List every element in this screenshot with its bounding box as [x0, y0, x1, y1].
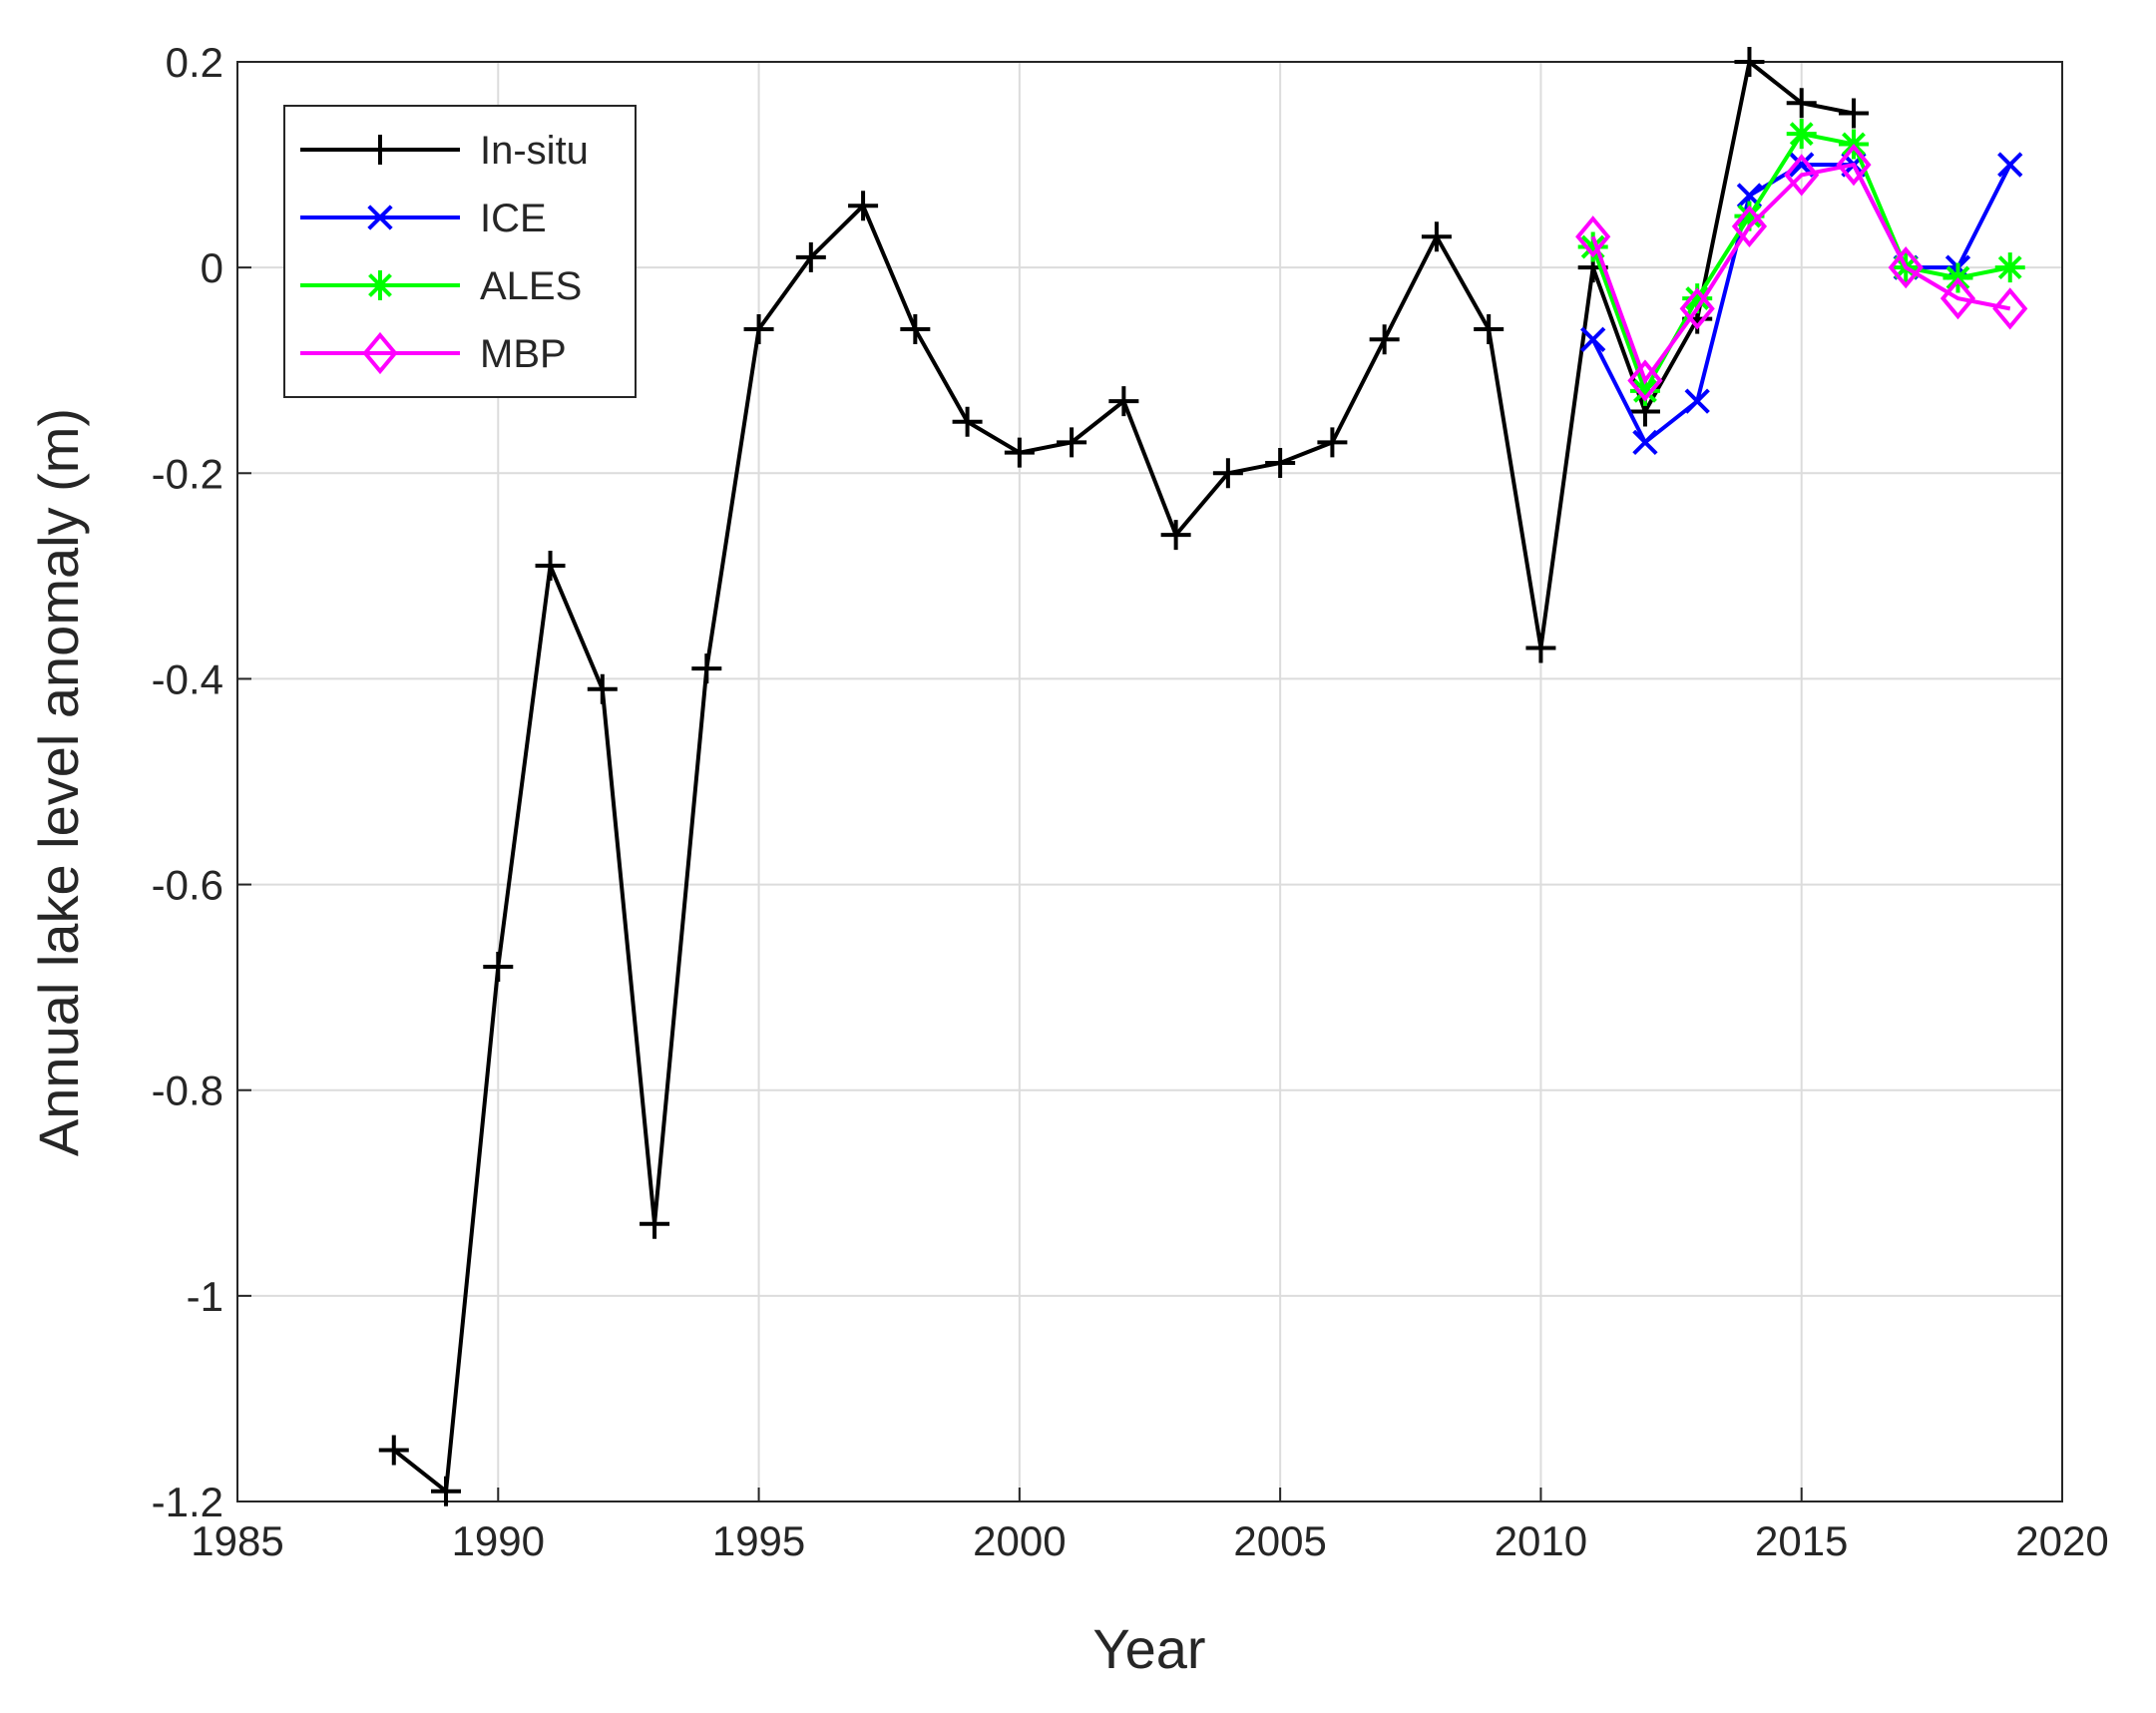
marker [640, 1208, 670, 1239]
marker [431, 1476, 462, 1506]
marker [1784, 154, 1820, 197]
marker [1838, 98, 1869, 129]
marker [1997, 152, 2023, 178]
marker [1994, 252, 2025, 283]
marker [1212, 458, 1243, 489]
y-tick-label: -0.8 [152, 1068, 223, 1114]
marker [1734, 47, 1765, 77]
y-tick-label: -0.4 [152, 655, 223, 702]
y-axis-label: Annual lake level anomaly (m) [27, 408, 90, 1156]
marker [587, 673, 618, 704]
plot-frame [236, 61, 2063, 1502]
marker [1888, 246, 1924, 289]
legend: In-situ ICE ALES MBP [283, 105, 637, 398]
y-tick-label: 0 [201, 244, 223, 291]
legend-label: In-situ [480, 129, 589, 173]
marker [1786, 119, 1817, 150]
marker [1627, 359, 1663, 402]
marker [1369, 324, 1400, 355]
marker [1057, 427, 1087, 458]
marker [1731, 205, 1768, 248]
marker [1317, 427, 1348, 458]
marker [1682, 283, 1713, 314]
marker [900, 313, 931, 344]
marker [1734, 201, 1765, 231]
marker [1421, 221, 1452, 252]
legend-marker [367, 205, 393, 230]
marker [1160, 520, 1191, 551]
series-line [1590, 162, 2011, 385]
legend-box [283, 105, 637, 398]
x-tick-label: 2010 [1495, 1517, 1587, 1564]
legend-marker [362, 331, 398, 375]
marker [1580, 326, 1606, 352]
marker [1992, 287, 2028, 330]
y-tick-label: -0.2 [152, 450, 223, 497]
marker [1684, 388, 1710, 414]
legend-label: ALES [480, 264, 582, 308]
marker [1786, 88, 1817, 119]
marker [1265, 447, 1296, 478]
marker [848, 191, 879, 221]
legend-marker [365, 270, 395, 300]
marker [952, 406, 983, 437]
y-tick-label: -1.2 [152, 1479, 223, 1525]
marker [1575, 215, 1611, 258]
legend-label: ICE [480, 197, 547, 240]
x-axis-label: Year [1092, 1617, 1205, 1680]
marker [691, 653, 722, 684]
x-tick-label: 2005 [1233, 1517, 1326, 1564]
marker [1577, 231, 1608, 262]
marker [1632, 429, 1658, 456]
x-tick-label: 2000 [973, 1517, 1066, 1564]
marker [1679, 287, 1715, 330]
marker [1004, 437, 1035, 468]
marker [1629, 375, 1660, 406]
marker [535, 551, 566, 582]
marker [1525, 633, 1556, 663]
marker [378, 1435, 409, 1466]
y-tick-label: -1 [187, 1273, 223, 1320]
y-tick-label: -0.6 [152, 862, 223, 909]
marker [1108, 386, 1139, 417]
marker [1474, 313, 1505, 344]
x-tick-label: 1995 [712, 1517, 805, 1564]
y-tick-label: 0.2 [166, 39, 223, 86]
x-tick-label: 1985 [191, 1517, 283, 1564]
x-tick-label: 2020 [2015, 1517, 2108, 1564]
marker [1836, 143, 1872, 187]
x-tick-label: 2015 [1755, 1517, 1848, 1564]
marker [1940, 276, 1976, 320]
legend-marker [365, 135, 395, 165]
marker [743, 313, 774, 344]
marker [483, 952, 514, 983]
marker [795, 241, 826, 272]
x-tick-label: 1990 [452, 1517, 545, 1564]
legend-label: MBP [480, 332, 567, 376]
